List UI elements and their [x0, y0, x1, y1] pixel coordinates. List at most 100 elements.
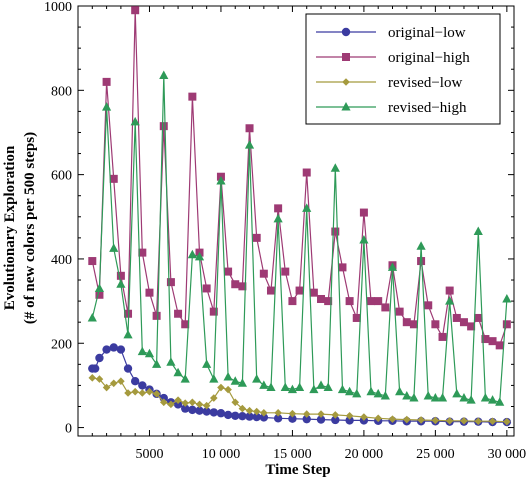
data-point [402, 390, 412, 400]
data-point [345, 411, 354, 420]
data-point [130, 376, 140, 386]
data-point [102, 77, 111, 86]
series-original-high [88, 6, 511, 350]
data-point [373, 388, 383, 398]
data-point [138, 389, 147, 397]
data-point [167, 400, 175, 409]
data-point [102, 383, 111, 392]
data-point [252, 233, 261, 242]
data-point [109, 379, 118, 388]
data-point [209, 374, 219, 383]
data-point [360, 413, 368, 421]
data-point [331, 415, 340, 425]
data-point [317, 410, 325, 418]
data-point [337, 384, 348, 394]
data-point [166, 357, 176, 366]
data-point [388, 415, 397, 423]
data-point [503, 417, 511, 426]
data-point [273, 414, 283, 423]
data-point [101, 102, 112, 111]
data-point [223, 371, 233, 381]
data-point [210, 394, 218, 402]
data-point [238, 411, 247, 421]
data-point [266, 286, 275, 295]
y-axis-title-line2: (# of new colors per 500 steps) [22, 132, 38, 324]
series-line [91, 75, 508, 404]
data-point [244, 140, 255, 149]
data-point [202, 359, 212, 368]
data-point [181, 404, 190, 413]
data-point [137, 346, 147, 356]
plot-border [77, 5, 515, 437]
data-point [495, 341, 504, 350]
data-point [437, 393, 448, 402]
data-point [474, 313, 483, 322]
data-point [152, 390, 161, 398]
data-point [209, 408, 219, 417]
data-point [252, 407, 261, 416]
data-point [187, 249, 197, 259]
data-point [152, 359, 162, 368]
legend-label: original−low [388, 25, 466, 41]
data-point [416, 241, 426, 250]
plot-frame [77, 5, 515, 437]
data-point [130, 116, 140, 126]
legend-item: original−low [316, 25, 466, 41]
data-point [452, 388, 462, 398]
data-point [417, 416, 425, 424]
data-point [181, 399, 190, 407]
data-point [288, 414, 297, 423]
data-point [288, 297, 297, 306]
data-point [95, 375, 104, 383]
y-tick-label: 600 [51, 169, 72, 184]
data-point [431, 320, 440, 329]
data-point [423, 390, 433, 400]
data-point [366, 386, 376, 396]
data-point [224, 267, 233, 276]
data-point [145, 288, 154, 297]
data-point [280, 382, 290, 392]
data-point [438, 332, 447, 341]
data-point [302, 168, 311, 177]
data-point [237, 378, 247, 387]
data-point [173, 400, 183, 409]
data-point [474, 417, 483, 426]
data-point [452, 313, 461, 322]
data-point [445, 417, 454, 425]
data-point [460, 417, 468, 425]
data-point [459, 393, 469, 402]
data-point [123, 329, 133, 339]
data-point [380, 390, 390, 400]
data-point [131, 6, 140, 15]
data-point [431, 416, 440, 425]
data-point [395, 386, 405, 396]
data-point [252, 412, 261, 422]
data-point [159, 122, 168, 131]
data-point [409, 393, 419, 402]
y-axis-title-line1: Evolutionary Exploration [2, 145, 18, 310]
data-point [144, 348, 155, 358]
x-axis-title: Time Step [265, 462, 330, 478]
data-point [445, 286, 454, 295]
data-point [181, 320, 190, 329]
data-point [159, 398, 168, 407]
data-point [259, 269, 268, 278]
x-tick-label: 10 000 [202, 447, 241, 462]
data-point [331, 411, 340, 419]
legend-marker [342, 53, 350, 61]
data-point [95, 290, 104, 299]
data-point [274, 204, 283, 213]
data-point [124, 389, 132, 397]
data-point [87, 312, 97, 322]
data-point [230, 376, 240, 385]
data-point [123, 364, 133, 373]
x-tick-label: 5000 [135, 447, 163, 462]
data-point [445, 296, 455, 305]
data-point [295, 286, 304, 295]
data-point [259, 413, 269, 422]
legend: original−low original−high revised−low revi… [305, 13, 501, 125]
data-point [238, 282, 247, 291]
data-point [173, 367, 183, 377]
data-point [345, 297, 354, 306]
